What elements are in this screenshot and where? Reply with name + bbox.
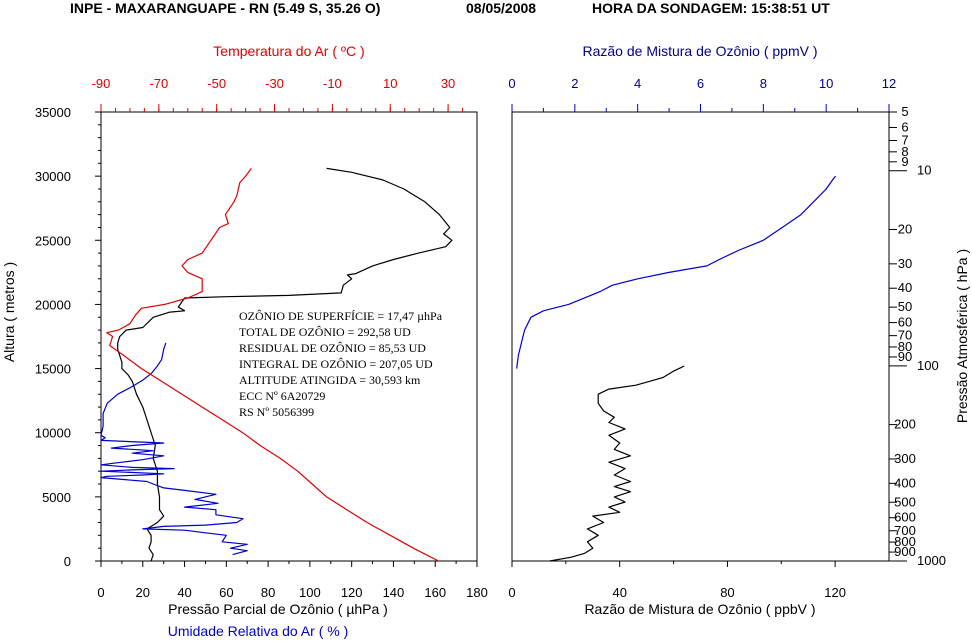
pressure-tick-label: 80 bbox=[898, 339, 912, 354]
bottom-tick-label: 20 bbox=[136, 585, 150, 600]
altitude-tick-label: 0 bbox=[64, 554, 71, 569]
ppmv-tick-label: 8 bbox=[760, 76, 767, 91]
pressure-tick-label: 60 bbox=[898, 315, 912, 330]
bottom-tick-label: 160 bbox=[424, 585, 446, 600]
ozone-partial-pressure-line bbox=[117, 167, 453, 562]
ppmv-tick-label: 6 bbox=[697, 76, 704, 91]
ppmv-tick-label: 4 bbox=[634, 76, 641, 91]
relative-humidity-line bbox=[100, 342, 248, 556]
pressure-tick-label: 800 bbox=[894, 534, 916, 549]
altitude-tick-label: 25000 bbox=[35, 233, 71, 248]
bottom-tick-label: 0 bbox=[97, 585, 104, 600]
altitude-tick-label: 20000 bbox=[35, 297, 71, 312]
pressure-tick-label: 7 bbox=[901, 133, 908, 148]
temperature-tick-label: 30 bbox=[441, 76, 455, 91]
altitude-axis-title: Altura ( metros ) bbox=[1, 262, 17, 362]
annotation-residual-ozone: RESIDUAL DE OZÔNIO = 85,53 UD bbox=[239, 341, 426, 355]
pressure-tick-label: 500 bbox=[894, 494, 916, 509]
pressure-tick-label: 40 bbox=[898, 280, 912, 295]
ppbv-tick-label: 0 bbox=[508, 585, 515, 600]
ppmv-tick-label: 10 bbox=[819, 76, 833, 91]
pressure-tick-label: 1000 bbox=[917, 553, 946, 568]
bottom-tick-label: 100 bbox=[299, 585, 321, 600]
pressure-tick-label: 30 bbox=[898, 256, 912, 271]
sounding-annotations: OZÔNIO DE SUPERFÍCIE = 17,47 µhPa TOTAL … bbox=[239, 309, 443, 419]
annotation-ecc-number: ECC Nº 6A20729 bbox=[239, 389, 325, 403]
bottom-tick-label: 140 bbox=[383, 585, 405, 600]
ppbv-tick-label: 80 bbox=[720, 585, 734, 600]
pressure-tick-label: 90 bbox=[898, 349, 912, 364]
header-station: INPE - MAXARANGUAPE - RN (5.49 S, 35.26 … bbox=[70, 0, 380, 16]
pressure-tick-label: 9 bbox=[901, 154, 908, 169]
ppmv-tick-label: 12 bbox=[882, 76, 896, 91]
altitude-tick-label: 10000 bbox=[35, 426, 71, 441]
altitude-tick-label: 30000 bbox=[35, 169, 71, 184]
humidity-axis-title: Umidade Relativa do Ar ( % ) bbox=[168, 623, 349, 639]
temperature-line bbox=[106, 168, 439, 562]
pressure-tick-label: 8 bbox=[901, 144, 908, 159]
altitude-tick-label: 15000 bbox=[35, 362, 71, 377]
ozone-ppbv-axis-title: Razão de Mistura de Ozônio ( ppbV ) bbox=[584, 601, 815, 617]
header-date: 08/05/2008 bbox=[466, 0, 536, 16]
pressure-tick-label: 50 bbox=[898, 299, 912, 314]
annotation-rs-number: RS Nº 5056399 bbox=[239, 405, 314, 419]
pressure-tick-label: 300 bbox=[894, 451, 916, 466]
annotation-altitude: ALTITUDE ATINGIDA = 30,593 km bbox=[239, 373, 421, 387]
ozone-mixing-ratio-ppbv-line bbox=[549, 365, 685, 562]
pressure-tick-label: 900 bbox=[894, 544, 916, 559]
altitude-tick-label: 5000 bbox=[42, 490, 71, 505]
pressure-tick-label: 20 bbox=[898, 221, 912, 236]
annotation-total-ozone: TOTAL DE OZÔNIO = 292,58 UD bbox=[239, 325, 411, 339]
ozone-mixing-ratio-ppmv-line bbox=[516, 175, 837, 369]
temperature-tick-label: -30 bbox=[265, 76, 284, 91]
temperature-tick-label: 10 bbox=[383, 76, 397, 91]
ozone-ppmv-axis-title: Razão de Mistura de Ozônio ( ppmV ) bbox=[583, 43, 818, 59]
pressure-tick-label: 200 bbox=[894, 417, 916, 432]
temperature-axis-title: Temperatura do Ar ( ºC ) bbox=[213, 43, 364, 59]
temperature-tick-label: -70 bbox=[149, 76, 168, 91]
pressure-tick-label: 10 bbox=[917, 163, 931, 178]
pressure-tick-label: 5 bbox=[901, 104, 908, 119]
pressure-tick-label: 400 bbox=[894, 475, 916, 490]
ozone-partial-pressure-axis-title: Pressão Parcial de Ozônio ( µhPa ) bbox=[168, 601, 388, 617]
data-series bbox=[100, 167, 837, 562]
temperature-tick-label: -50 bbox=[207, 76, 226, 91]
ppmv-tick-label: 2 bbox=[571, 76, 578, 91]
pressure-tick-label: 600 bbox=[894, 510, 916, 525]
bottom-tick-label: 120 bbox=[341, 585, 363, 600]
header-time: HORA DA SONDAGEM: 15:38:51 UT bbox=[592, 0, 830, 16]
temperature-tick-label: -10 bbox=[323, 76, 342, 91]
ppmv-tick-label: 0 bbox=[508, 76, 515, 91]
pressure-tick-label: 700 bbox=[894, 523, 916, 538]
bottom-tick-label: 40 bbox=[177, 585, 191, 600]
bottom-tick-label: 180 bbox=[466, 585, 488, 600]
pressure-axis-title: Pressão Atmosférica ( hPa ) bbox=[954, 249, 970, 423]
bottom-tick-label: 80 bbox=[261, 585, 275, 600]
annotation-surface-ozone: OZÔNIO DE SUPERFÍCIE = 17,47 µhPa bbox=[239, 309, 443, 323]
temperature-tick-label: -90 bbox=[92, 76, 111, 91]
annotation-integral-ozone: INTEGRAL DE OZÔNIO = 207,05 UD bbox=[239, 357, 433, 371]
bottom-tick-label: 60 bbox=[219, 585, 233, 600]
ppbv-tick-label: 40 bbox=[612, 585, 626, 600]
pressure-tick-label: 100 bbox=[917, 358, 939, 373]
pressure-tick-label: 70 bbox=[898, 328, 912, 343]
altitude-tick-label: 35000 bbox=[35, 105, 71, 120]
pressure-tick-label: 6 bbox=[901, 119, 908, 134]
ppbv-tick-label: 120 bbox=[824, 585, 846, 600]
